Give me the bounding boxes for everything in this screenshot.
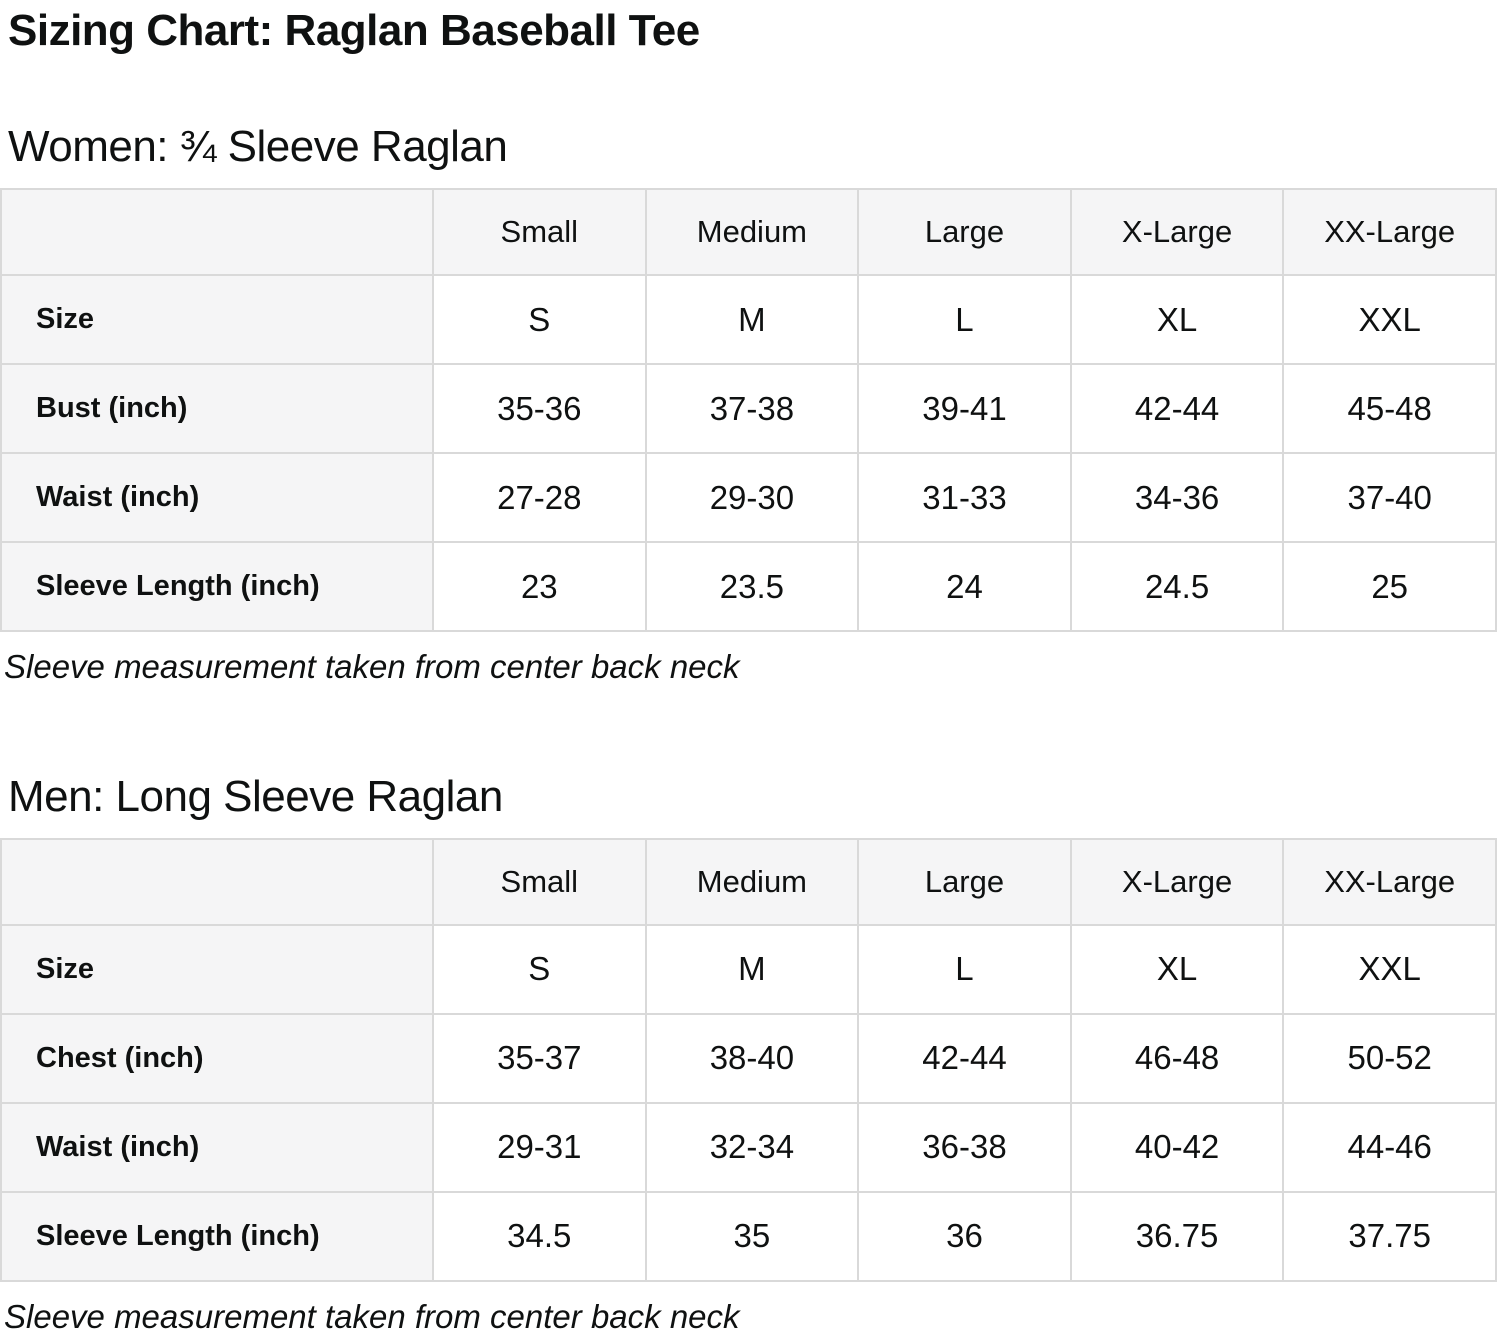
value-cell: M — [644, 274, 860, 366]
column-header: XX-Large — [1282, 837, 1497, 926]
row-label: Waist (inch) — [0, 452, 434, 544]
value-cell: XXL — [1282, 923, 1497, 1015]
value-cell: 42-44 — [857, 1012, 1072, 1104]
column-header: Medium — [644, 188, 860, 277]
footnote-men: Sleeve measurement taken from center bac… — [4, 1297, 740, 1335]
value-cell: 36.75 — [1069, 1190, 1285, 1282]
value-cell: 29-31 — [432, 1101, 647, 1193]
value-cell: 46-48 — [1069, 1012, 1285, 1104]
section-women: Women: ¾ Sleeve Raglan Small Medium Large X… — [0, 122, 1500, 686]
value-cell: 27-28 — [432, 452, 647, 544]
row-label: Sleeve Length (inch) — [0, 541, 434, 633]
row-label: Bust (inch) — [0, 363, 434, 455]
value-cell: 32-34 — [644, 1101, 860, 1193]
value-cell: 25 — [1282, 541, 1497, 633]
column-header: Medium — [644, 837, 860, 926]
value-cell: 35-37 — [432, 1012, 647, 1104]
value-cell: 40-42 — [1069, 1101, 1285, 1193]
value-cell: 36 — [857, 1190, 1072, 1282]
table-row: Size S M L XL XXL — [0, 923, 1497, 1015]
value-cell: 35 — [644, 1190, 860, 1282]
column-header: Large — [857, 837, 1072, 926]
value-cell: M — [644, 923, 860, 1015]
table-row: Waist (inch) 27-28 29-30 31-33 34-36 37-40 — [0, 452, 1497, 544]
column-header: X-Large — [1069, 837, 1285, 926]
value-cell: XL — [1069, 274, 1285, 366]
value-cell: 44-46 — [1282, 1101, 1497, 1193]
page-title: Sizing Chart: Raglan Baseball Tee — [8, 6, 700, 55]
value-cell: L — [857, 923, 1072, 1015]
value-cell: 37.75 — [1282, 1190, 1497, 1282]
table-row: Sleeve Length (inch) 34.5 35 36 36.75 37.75 — [0, 1190, 1497, 1282]
column-header-row: Small Medium Large X-Large XX-Large — [0, 837, 1497, 926]
value-cell: 34.5 — [432, 1190, 647, 1282]
column-header: Large — [857, 188, 1072, 277]
value-cell: 23.5 — [644, 541, 860, 633]
corner-cell — [0, 188, 434, 277]
value-cell: 35-36 — [432, 363, 647, 455]
row-label: Chest (inch) — [0, 1012, 434, 1104]
table-row: Bust (inch) 35-36 37-38 39-41 42-44 45-48 — [0, 363, 1497, 455]
value-cell: L — [857, 274, 1072, 366]
value-cell: XL — [1069, 923, 1285, 1015]
table-row: Waist (inch) 29-31 32-34 36-38 40-42 44-46 — [0, 1101, 1497, 1193]
value-cell: 23 — [432, 541, 647, 633]
value-cell: 38-40 — [644, 1012, 860, 1104]
column-header: X-Large — [1069, 188, 1285, 277]
row-label: Sleeve Length (inch) — [0, 1190, 434, 1282]
table-row: Size S M L XL XXL — [0, 274, 1497, 366]
value-cell: XXL — [1282, 274, 1497, 366]
women-size-table: Small Medium Large X-Large XX-Large Size S M L XL… — [0, 188, 1497, 633]
column-header: Small — [432, 188, 647, 277]
value-cell: 29-30 — [644, 452, 860, 544]
table-row: Chest (inch) 35-37 38-40 42-44 46-48 50-52 — [0, 1012, 1497, 1104]
value-cell: 24 — [857, 541, 1072, 633]
column-header: XX-Large — [1282, 188, 1497, 277]
column-header-row: Small Medium Large X-Large XX-Large — [0, 188, 1497, 277]
value-cell: S — [432, 923, 647, 1015]
men-size-table: Small Medium Large X-Large XX-Large Size S M L XL… — [0, 837, 1497, 1282]
value-cell: 50-52 — [1282, 1012, 1497, 1104]
footnote-women: Sleeve measurement taken from center bac… — [4, 648, 740, 686]
table-row: Sleeve Length (inch) 23 23.5 24 24.5 25 — [0, 541, 1497, 633]
row-label: Size — [0, 274, 434, 366]
row-label: Waist (inch) — [0, 1101, 434, 1193]
value-cell: 36-38 — [857, 1101, 1072, 1193]
column-header: Small — [432, 837, 647, 926]
corner-cell — [0, 837, 434, 926]
value-cell: 45-48 — [1282, 363, 1497, 455]
section-heading-women: Women: ¾ Sleeve Raglan — [8, 122, 508, 172]
value-cell: S — [432, 274, 647, 366]
row-label: Size — [0, 923, 434, 1015]
value-cell: 31-33 — [857, 452, 1072, 544]
value-cell: 34-36 — [1069, 452, 1285, 544]
value-cell: 37-38 — [644, 363, 860, 455]
value-cell: 39-41 — [857, 363, 1072, 455]
value-cell: 24.5 — [1069, 541, 1285, 633]
section-men: Men: Long Sleeve Raglan Small Medium Large… — [0, 771, 1500, 1335]
value-cell: 37-40 — [1282, 452, 1497, 544]
section-heading-men: Men: Long Sleeve Raglan — [8, 771, 503, 821]
value-cell: 42-44 — [1069, 363, 1285, 455]
